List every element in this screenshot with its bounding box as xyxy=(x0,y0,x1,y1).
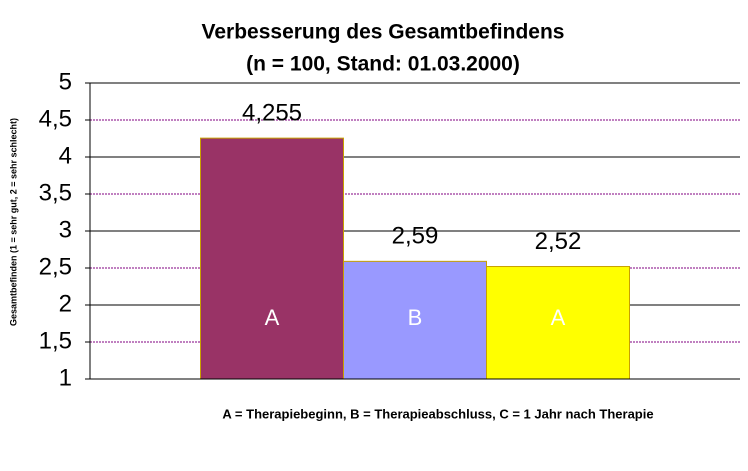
y-axis-label: Gesamtbefinden (1 = sehr gut, 2 = sehr s… xyxy=(8,118,18,326)
y-tick-label: 5 xyxy=(59,68,72,95)
value-label: 4,255 xyxy=(242,99,302,126)
value-label: 2,52 xyxy=(535,228,582,255)
y-tick-label: 3 xyxy=(59,216,72,243)
bar-label: A xyxy=(551,305,566,330)
bar xyxy=(343,260,487,380)
bar-label: A xyxy=(265,305,280,330)
bar-label: B xyxy=(408,305,423,330)
bar xyxy=(486,266,630,380)
y-tick-label: 3,5 xyxy=(39,179,72,206)
y-tick-label: 1,5 xyxy=(39,327,72,354)
footnote: A = Therapiebeginn, B = Therapieabschlus… xyxy=(222,406,653,421)
y-tick-label: 4,5 xyxy=(39,105,72,132)
y-tick-label: 2 xyxy=(59,290,72,317)
value-label: 2,59 xyxy=(392,223,439,250)
chart-title: Verbesserung des Gesamtbefindens xyxy=(202,21,565,44)
y-tick-label: 1 xyxy=(59,364,72,391)
chart-subtitle: (n = 100, Stand: 01.03.2000) xyxy=(246,53,520,76)
y-tick-label: 4 xyxy=(59,142,72,169)
bar xyxy=(200,137,344,380)
y-tick-label: 2,5 xyxy=(39,253,72,280)
